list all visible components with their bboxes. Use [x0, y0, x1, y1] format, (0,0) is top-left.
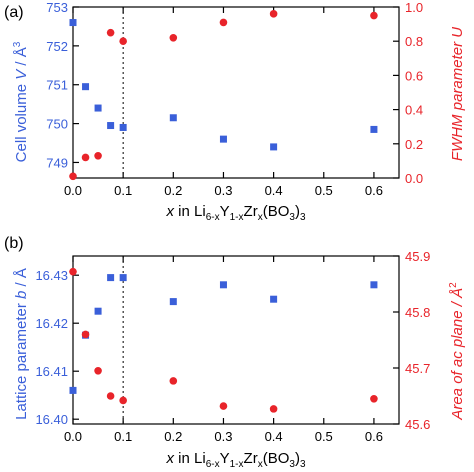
square-data-point: [82, 83, 90, 91]
circle-data-point: [119, 396, 127, 405]
data-marks: [69, 7, 378, 181]
left-axis: 16.40 16.41 16.42 16.43: [35, 268, 79, 427]
left-tick-label: 753: [46, 0, 68, 15]
square-data-point: [94, 307, 102, 315]
panel-a: (a) Cell volume V / Å3 FWHM parameter U …: [4, 0, 466, 223]
right-tick-label: 45.6: [405, 417, 430, 432]
square-data-point: [107, 274, 115, 282]
square-data-point: [370, 125, 378, 133]
square-data-point: [169, 114, 177, 122]
left-tick-label: 752: [46, 39, 68, 54]
circle-data-point: [69, 172, 77, 181]
left-tick-label: 16.42: [35, 316, 68, 331]
x-tick-label: 0.0: [64, 183, 82, 198]
x-tick-label: 0.1: [114, 183, 132, 198]
right-tick-label: 0.4: [405, 103, 423, 118]
circle-data-point: [219, 18, 228, 27]
x-tick-label: 0.2: [164, 429, 182, 444]
circle-data-point: [370, 11, 378, 20]
square-data-point: [169, 298, 177, 306]
x-axis: 0.0 0.1 0.2 0.3 0.4 0.5 0.6: [64, 7, 383, 198]
circle-data-point: [269, 10, 278, 18]
right-tick-label: 45.8: [405, 305, 430, 320]
square-data-point: [107, 122, 115, 130]
right-axis-title: FWHM parameter U: [449, 27, 466, 161]
panel-label: (b): [4, 235, 24, 252]
left-tick-label: 16.40: [35, 412, 68, 427]
x-tick-label: 0.5: [315, 429, 333, 444]
right-tick-label: 45.7: [405, 361, 430, 376]
right-axis-title: Area of ac plane / Å2: [448, 282, 466, 421]
x-tick-label: 0.2: [164, 183, 182, 198]
left-axis: 749 750 751 752 753: [46, 0, 79, 170]
square-data-point: [219, 281, 227, 289]
data-marks: [69, 256, 378, 424]
x-tick-label: 0.3: [214, 429, 232, 444]
square-data-point: [69, 19, 77, 27]
circle-data-point: [169, 377, 178, 385]
square-data-point: [119, 123, 127, 131]
right-tick-label: 0.0: [405, 171, 423, 186]
circle-data-point: [106, 392, 115, 400]
circle-data-point: [370, 395, 378, 403]
left-axis-title: Cell volume V / Å3: [12, 41, 30, 162]
square-data-point: [370, 281, 378, 289]
circle-data-point: [119, 37, 127, 45]
circle-data-point: [81, 330, 90, 339]
circle-data-point: [94, 367, 102, 375]
right-tick-label: 45.9: [405, 249, 430, 264]
left-tick-label: 16.43: [35, 268, 68, 283]
left-tick-label: 16.41: [35, 364, 68, 379]
x-tick-label: 0.5: [315, 183, 333, 198]
circle-data-point: [106, 28, 115, 37]
right-axis: 45.6 45.7 45.8 45.9: [393, 249, 430, 432]
right-tick-label: 1.0: [405, 0, 423, 15]
circle-data-point: [81, 153, 90, 162]
circle-data-point: [94, 151, 102, 160]
x-axis-title: x in Li6-xY1-xZrx(BO3)3: [166, 450, 306, 470]
panel-b: (b) Lattice parameter b / Å Area of ac p…: [4, 235, 466, 470]
right-tick-label: 0.2: [405, 137, 423, 152]
x-axis-title: x in Li6-xY1-xZrx(BO3)3: [166, 203, 306, 223]
panel-label: (a): [4, 4, 24, 21]
x-axis: 0.0 0.1 0.2 0.3 0.4 0.5 0.6: [64, 256, 383, 444]
plot-frame: [72, 255, 400, 425]
right-tick-label: 0.6: [405, 68, 423, 83]
left-tick-label: 749: [46, 155, 68, 170]
square-data-point: [219, 135, 227, 143]
x-tick-label: 0.6: [365, 183, 383, 198]
right-axis: 0.0 0.2 0.4 0.6 0.8 1.0: [393, 0, 423, 186]
x-tick-label: 0.4: [265, 183, 283, 198]
right-tick-label: 0.8: [405, 34, 423, 49]
x-tick-label: 0.3: [214, 183, 232, 198]
x-tick-label: 0.6: [365, 429, 383, 444]
circle-data-point: [169, 33, 178, 42]
x-tick-label: 0.4: [265, 429, 283, 444]
x-tick-label: 0.0: [64, 429, 82, 444]
square-data-point: [270, 143, 278, 151]
square-data-point: [119, 274, 127, 282]
circle-data-point: [69, 267, 77, 276]
circle-data-point: [269, 405, 278, 413]
left-tick-label: 751: [46, 78, 68, 93]
x-tick-label: 0.1: [114, 429, 132, 444]
left-tick-label: 750: [46, 117, 68, 132]
square-data-point: [270, 295, 278, 303]
plot-frame: [72, 6, 400, 179]
square-data-point: [69, 386, 77, 394]
left-axis-title: Lattice parameter b / Å: [13, 268, 30, 420]
circle-data-point: [219, 402, 228, 410]
square-data-point: [94, 104, 102, 112]
